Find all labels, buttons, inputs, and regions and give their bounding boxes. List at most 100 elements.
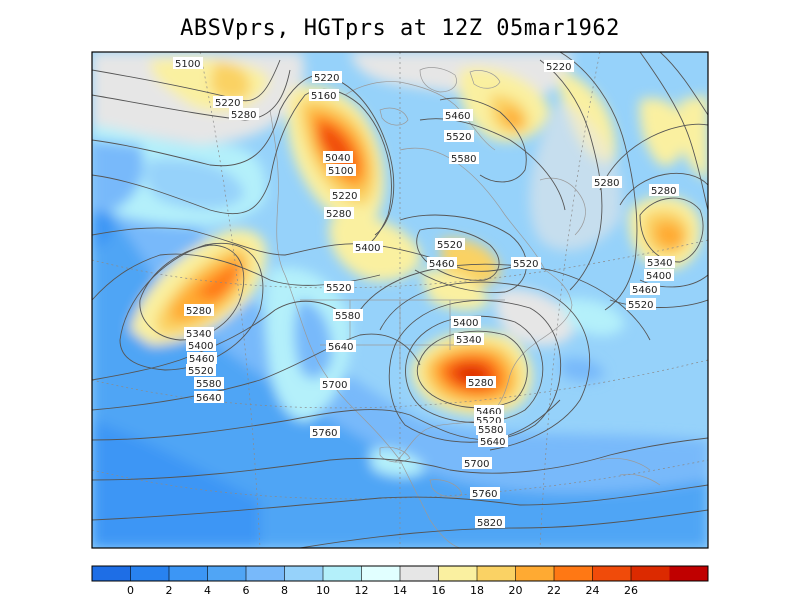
contour-label: 5760 <box>310 426 340 439</box>
colorbar-label: 20 <box>509 584 523 597</box>
svg-text:5520: 5520 <box>437 240 462 251</box>
colorbar-swatch <box>438 566 478 581</box>
svg-text:5340: 5340 <box>647 258 672 269</box>
contour-label: 5520 <box>186 364 216 377</box>
svg-text:5520: 5520 <box>326 283 351 294</box>
svg-text:5460: 5460 <box>189 354 214 365</box>
contour-label: 5280 <box>229 108 259 121</box>
contour-label: 5400 <box>353 241 383 254</box>
contour-label: 5340 <box>184 327 214 340</box>
contour-label: 5220 <box>213 96 243 109</box>
colorbar-label: 22 <box>547 584 561 597</box>
colorbar-swatch <box>669 566 709 581</box>
svg-text:5580: 5580 <box>451 154 476 165</box>
svg-text:5280: 5280 <box>651 186 676 197</box>
colorbar-label: 26 <box>624 584 638 597</box>
colorbar-swatch <box>323 566 362 581</box>
colorbar-swatch <box>246 566 285 581</box>
svg-text:5160: 5160 <box>311 91 336 102</box>
svg-text:5640: 5640 <box>196 393 221 404</box>
contour-label: 5520 <box>626 298 656 311</box>
svg-text:5460: 5460 <box>476 407 501 418</box>
contour-label: 5580 <box>194 377 224 390</box>
colorbar-swatch <box>207 566 247 581</box>
contour-label: 5280 <box>184 304 214 317</box>
svg-text:5220: 5220 <box>314 73 339 84</box>
svg-text:5460: 5460 <box>632 285 657 296</box>
contour-label: 5040 <box>323 151 353 164</box>
contour-label: 5220 <box>330 189 360 202</box>
colorbar-swatch <box>477 566 516 581</box>
contour-label: 5400 <box>451 316 481 329</box>
svg-text:5280: 5280 <box>468 378 493 389</box>
svg-text:5580: 5580 <box>196 379 221 390</box>
svg-text:5400: 5400 <box>646 271 671 282</box>
svg-text:5580: 5580 <box>478 425 503 436</box>
contour-label: 5700 <box>320 378 350 391</box>
contour-label: 5640 <box>326 340 356 353</box>
contour-label: 5580 <box>476 423 506 436</box>
svg-text:5760: 5760 <box>472 489 497 500</box>
colorbar-swatch <box>515 566 555 581</box>
svg-text:5700: 5700 <box>322 380 347 391</box>
colorbar-label: 16 <box>432 584 446 597</box>
contour-label: 5820 <box>475 516 505 529</box>
colorbar-swatch <box>92 566 131 581</box>
colorbar-label: 18 <box>470 584 484 597</box>
colorbar-label: 12 <box>355 584 369 597</box>
contour-label: 5700 <box>462 457 492 470</box>
svg-text:5280: 5280 <box>326 209 351 220</box>
colorbar-swatch <box>554 566 593 581</box>
svg-text:5760: 5760 <box>312 428 337 439</box>
svg-text:5040: 5040 <box>325 153 350 164</box>
contour-label: 5400 <box>186 339 216 352</box>
svg-text:5280: 5280 <box>594 178 619 189</box>
svg-text:5700: 5700 <box>464 459 489 470</box>
colorbar-label: 24 <box>586 584 600 597</box>
contour-label: 5640 <box>478 435 508 448</box>
svg-text:5280: 5280 <box>231 110 256 121</box>
svg-text:5520: 5520 <box>628 300 653 311</box>
colorbar-label: 8 <box>281 584 288 597</box>
svg-text:5340: 5340 <box>456 335 481 346</box>
contour-label: 5520 <box>444 130 474 143</box>
contour-label: 5460 <box>427 257 457 270</box>
svg-text:5640: 5640 <box>480 437 505 448</box>
colorbar-label: 2 <box>166 584 173 597</box>
contour-label: 5460 <box>443 109 473 122</box>
svg-text:5520: 5520 <box>476 416 501 427</box>
svg-text:5100: 5100 <box>328 166 353 177</box>
svg-text:5400: 5400 <box>188 341 213 352</box>
svg-text:5220: 5220 <box>332 191 357 202</box>
contour-label: 5100 <box>326 164 356 177</box>
contour-label: 5580 <box>449 152 479 165</box>
contour-label: 5340 <box>454 333 484 346</box>
svg-text:5400: 5400 <box>355 243 380 254</box>
colorbar-label: 10 <box>316 584 330 597</box>
colorbar-swatch <box>169 566 208 581</box>
contour-label: 5220 <box>312 71 342 84</box>
svg-text:5400: 5400 <box>453 318 478 329</box>
contour-labels: 5100 5220 5220 5220 5280 5160 5040 5100 … <box>173 57 679 529</box>
contour-label: 5280 <box>324 207 354 220</box>
colorbar-swatch <box>400 566 439 581</box>
contour-label: 5580 <box>333 309 363 322</box>
svg-text:5640: 5640 <box>328 342 353 353</box>
svg-text:5520: 5520 <box>513 259 538 270</box>
contour-label: 5340 <box>645 256 675 269</box>
colorbar-swatch <box>631 566 670 581</box>
svg-text:5220: 5220 <box>546 62 571 73</box>
contour-label: 5400 <box>644 269 674 282</box>
contour-label: 5280 <box>592 176 622 189</box>
svg-text:5220: 5220 <box>215 98 240 109</box>
contour-label: 5520 <box>511 257 541 270</box>
contour-label: 5520 <box>435 238 465 251</box>
contour-label: 5280 <box>649 184 679 197</box>
colorbar-swatch <box>361 566 401 581</box>
colorbar-label: 14 <box>393 584 407 597</box>
colorbar-swatch <box>130 566 170 581</box>
contour-label: 5460 <box>187 352 217 365</box>
colorbar-label: 4 <box>204 584 211 597</box>
contour-label: 5220 <box>544 60 574 73</box>
